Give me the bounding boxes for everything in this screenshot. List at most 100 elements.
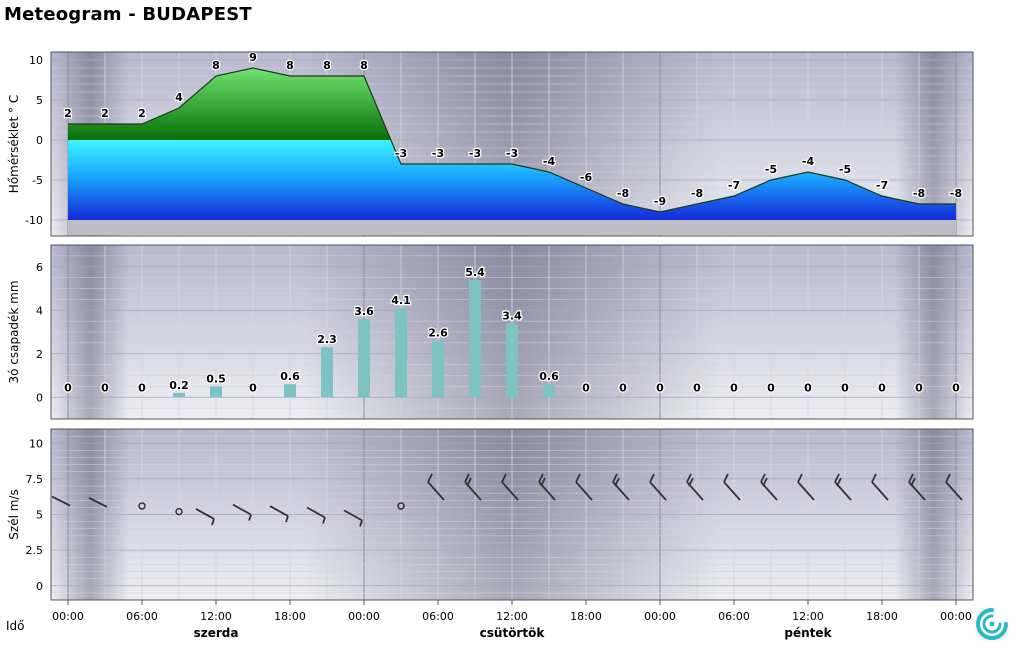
- precipitation-label: 0: [64, 381, 72, 394]
- precipitation-label: 0: [915, 381, 923, 394]
- temperature-warm-area: [68, 68, 391, 140]
- temperature-line: [68, 67, 956, 213]
- y-tick-label: 0: [36, 391, 43, 404]
- precipitation-label: 2.6: [428, 327, 448, 340]
- temperature-label: -7: [876, 179, 888, 192]
- wind-barb: [612, 473, 630, 501]
- wind-barb: [686, 473, 704, 501]
- temperature-label: 8: [323, 59, 331, 72]
- panel-frame: [50, 244, 974, 420]
- wind-barb: [760, 473, 778, 501]
- precipitation-label: 0: [878, 381, 886, 394]
- wind-barb: [501, 473, 519, 501]
- temperature-label: -8: [950, 187, 962, 200]
- precipitation-label: 0: [804, 381, 812, 394]
- precipitation-label: 3.6: [354, 305, 374, 318]
- y-tick-label: -10: [25, 214, 43, 227]
- y-axis-label: Szél m/s: [7, 489, 21, 539]
- wind-barb: [232, 503, 252, 521]
- time-tick-label: 06:00: [718, 610, 750, 623]
- day-label: péntek: [784, 626, 832, 640]
- precipitation-label: 0: [730, 381, 738, 394]
- precipitation-label: 0: [101, 381, 109, 394]
- y-tick-label: 5: [36, 509, 43, 522]
- temperature-label: -4: [802, 155, 815, 168]
- temperature-label: 8: [360, 59, 368, 72]
- time-tick-label: 12:00: [792, 610, 824, 623]
- time-tick-label: 00:00: [348, 610, 380, 623]
- time-tick-label: 18:00: [274, 610, 306, 623]
- precipitation-label: 0.5: [206, 372, 226, 385]
- temperature-label: 2: [101, 107, 109, 120]
- precipitation-bar: [506, 323, 518, 398]
- panel-frame: [50, 51, 974, 237]
- precipitation-bar: [358, 318, 370, 398]
- time-tick-label: 06:00: [422, 610, 454, 623]
- time-tick-label: 18:00: [570, 610, 602, 623]
- day-label: csütörtök: [480, 626, 546, 640]
- wind-calm-marker: [397, 502, 405, 510]
- y-tick-label: 10: [29, 437, 43, 450]
- precipitation-bar: [284, 384, 296, 398]
- precipitation-label: 0: [693, 381, 701, 394]
- temperature-label: 2: [64, 107, 72, 120]
- wind-barb: [834, 473, 852, 501]
- precipitation-bar: [432, 340, 444, 398]
- temperature-baseline-band: [68, 220, 956, 235]
- wind-barb: [908, 473, 926, 501]
- y-tick-label: 0: [36, 580, 43, 593]
- y-tick-label: -5: [32, 174, 43, 187]
- temperature-label: -3: [395, 147, 407, 160]
- time-axis-label: Idő: [6, 619, 25, 633]
- day-label: szerda: [194, 626, 239, 640]
- wind-barb: [427, 473, 445, 501]
- temperature-label: -4: [543, 155, 556, 168]
- precipitation-label: 0: [138, 381, 146, 394]
- wind-barb: [945, 473, 963, 501]
- temperature-label: -3: [469, 147, 481, 160]
- wind-barb: [306, 506, 326, 524]
- precipitation-bar: [321, 347, 333, 398]
- temperature-label: -7: [728, 179, 740, 192]
- precipitation-label: 0.6: [280, 370, 300, 383]
- precipitation-bar: [395, 308, 407, 398]
- temperature-label: -8: [617, 187, 629, 200]
- wind-calm-marker: [138, 502, 146, 510]
- time-tick-label: 06:00: [126, 610, 158, 623]
- temperature-label: -3: [432, 147, 444, 160]
- wind-barb: [797, 473, 815, 501]
- precipitation-label: 0: [249, 381, 257, 394]
- precipitation-label: 4.1: [391, 294, 411, 307]
- precipitation-label: 0: [767, 381, 775, 394]
- precipitation-bar: [543, 384, 555, 398]
- y-tick-label: 10: [29, 54, 43, 67]
- wind-barb: [575, 473, 593, 501]
- precipitation-label: 0: [841, 381, 849, 394]
- precipitation-label: 0: [582, 381, 590, 394]
- precipitation-label: 0: [619, 381, 627, 394]
- precipitation-bar: [173, 392, 185, 398]
- time-tick-label: 18:00: [866, 610, 898, 623]
- page-title: Meteogram - BUDAPEST: [4, 4, 252, 25]
- wind-barb: [723, 473, 741, 501]
- time-tick-label: 12:00: [496, 610, 528, 623]
- y-tick-label: 5: [36, 94, 43, 107]
- time-tick-label: 00:00: [644, 610, 676, 623]
- temperature-label: -8: [913, 187, 925, 200]
- temperature-label: 8: [212, 59, 220, 72]
- y-tick-label: 2: [36, 348, 43, 361]
- temperature-label: -6: [580, 171, 593, 184]
- temperature-label: 9: [249, 51, 257, 64]
- wind-barb: [269, 505, 289, 523]
- logo: [972, 604, 1012, 644]
- precipitation-label: 0: [656, 381, 664, 394]
- precipitation-label: 3.4: [502, 309, 522, 322]
- temperature-cold-area: [68, 140, 956, 220]
- y-axis-label: 3ó csapadék mm: [7, 280, 21, 383]
- y-tick-label: 2.5: [26, 544, 44, 557]
- temperature-label: -3: [506, 147, 518, 160]
- wind-calm-marker: [175, 507, 183, 516]
- temperature-label: 4: [175, 91, 183, 104]
- temperature-label: 8: [286, 59, 294, 72]
